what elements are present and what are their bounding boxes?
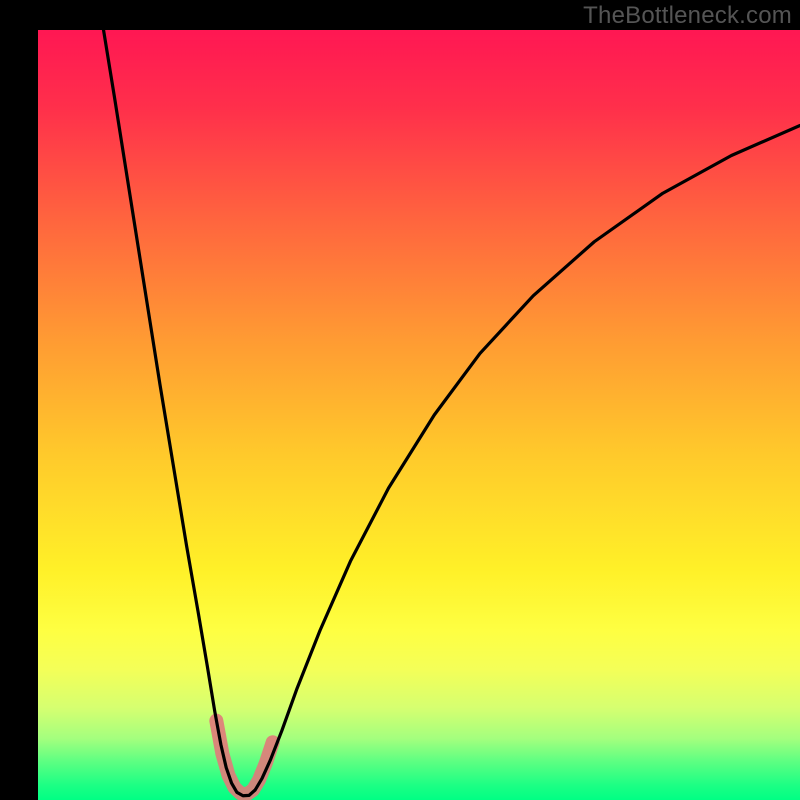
watermark: TheBottleneck.com (583, 2, 792, 30)
chart-frame: TheBottleneck.com (0, 0, 800, 800)
bottleneck-curve (104, 30, 800, 796)
plot-area (38, 30, 800, 800)
chart-svg (38, 30, 800, 800)
